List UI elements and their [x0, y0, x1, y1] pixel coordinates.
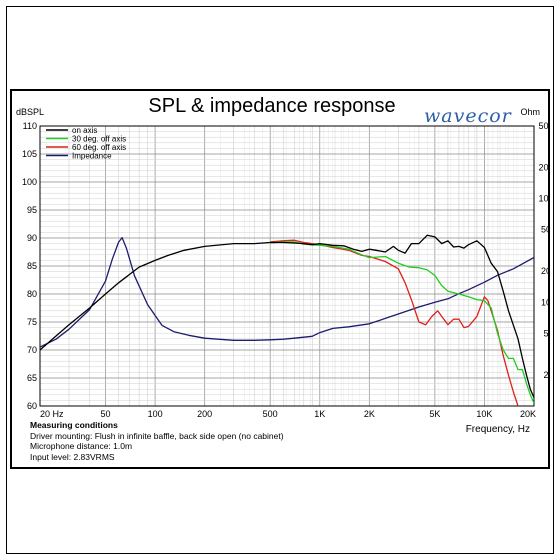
conditions-heading: Measuring conditions — [30, 420, 118, 430]
x-tick-label: 10K — [476, 409, 492, 419]
x-tick-label: 200 — [197, 409, 212, 419]
conditions-line: Input level: 2.83VRMS — [30, 451, 115, 462]
conditions-line: Microphone distance: 1.0m — [30, 441, 133, 451]
legend-label: Impedance — [72, 152, 112, 161]
y-left-tick-label: 110 — [23, 121, 37, 131]
legend-label: 60 deg. off axis — [72, 143, 126, 152]
y-left-tick-label: 100 — [22, 177, 37, 187]
x-tick-label: 500 — [263, 409, 278, 419]
y-left-tick-label: 105 — [22, 149, 37, 159]
y-right-tick-label: 500 — [538, 121, 548, 131]
series-line-on-axis — [40, 234, 534, 398]
y-left-tick-label: 85 — [27, 261, 37, 271]
y-left-tick-label: 60 — [27, 401, 37, 411]
series-line-30-deg-off-axis — [270, 241, 534, 404]
x-tick-label: 50 — [101, 409, 111, 419]
y-right-tick-label: 50 — [541, 225, 548, 235]
x-tick-label: 100 — [148, 409, 163, 419]
measuring-conditions: Measuring conditions Driver mounting: Fl… — [30, 420, 284, 462]
series-line-impedance — [40, 236, 534, 348]
y-right-tick-label: 20 — [541, 266, 548, 276]
x-tick-label: 20K — [520, 409, 536, 419]
y-right-tick-label: 5 — [543, 328, 548, 338]
x-tick-label: 5K — [429, 409, 440, 419]
y-right-tick-label: 2 — [543, 370, 548, 380]
chart-plot: 1101051009590858075706560500200100502010… — [22, 121, 548, 419]
brand-logo: wavecor — [424, 105, 512, 127]
y-left-tick-label: 90 — [27, 233, 37, 243]
x-tick-label: 2K — [364, 409, 375, 419]
y-right-tick-label: 10 — [541, 297, 548, 307]
series-line-60-deg-off-axis — [270, 239, 519, 406]
x-tick-label: 20 Hz — [40, 409, 64, 419]
chart-title: SPL & impedance response — [148, 95, 396, 117]
legend-label: on axis — [72, 126, 97, 135]
y-right-tick-label: 200 — [538, 162, 548, 172]
y-left-tick-label: 70 — [27, 345, 37, 355]
y-right-unit: Ohm — [520, 107, 540, 117]
conditions-line: Driver mounting: Flush in infinite baffl… — [30, 430, 284, 441]
legend-label: 30 deg. off axis — [72, 135, 126, 144]
y-left-unit: dBSPL — [16, 107, 45, 117]
chart-panel: SPL & impedance response dBSPL Ohm wavec… — [10, 89, 550, 469]
x-tick-label: 1K — [314, 409, 325, 419]
y-left-tick-label: 80 — [27, 289, 37, 299]
plot-border — [39, 125, 535, 407]
y-right-tick-label: 100 — [538, 194, 548, 204]
page-frame — [6, 6, 554, 554]
y-left-tick-label: 65 — [27, 373, 37, 383]
y-left-tick-label: 75 — [27, 317, 37, 327]
x-axis-label: Frequency, Hz — [465, 424, 530, 435]
y-left-tick-label: 95 — [27, 205, 37, 215]
